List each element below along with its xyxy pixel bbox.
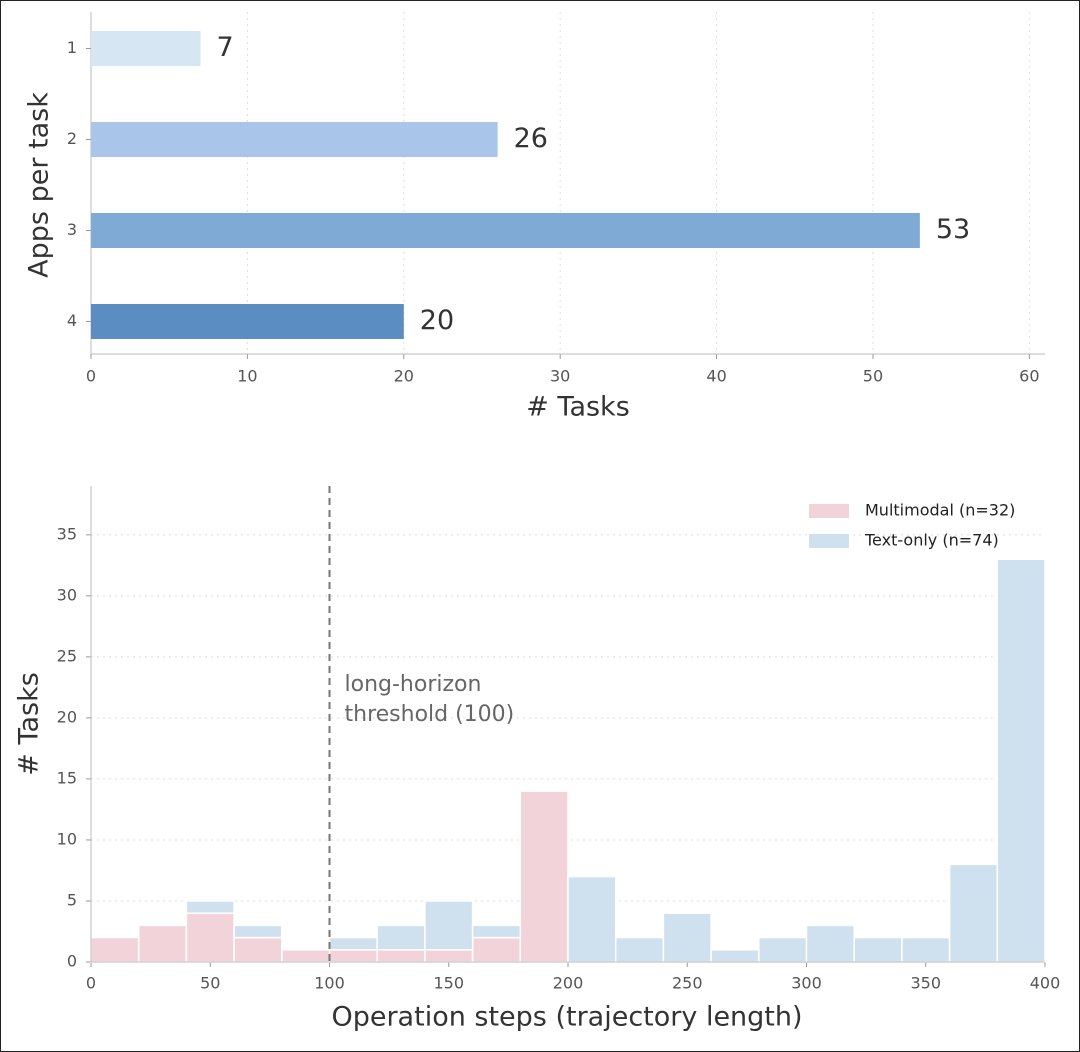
- y-tick-label: 0: [67, 952, 77, 971]
- hist-bar: [614, 936, 665, 963]
- x-tick-label: 300: [791, 974, 822, 993]
- y-tick-label: 2: [67, 129, 77, 148]
- x-tick-label: 100: [314, 974, 345, 993]
- value-label: 26: [514, 123, 548, 154]
- y-tick-label: 30: [57, 585, 77, 604]
- x-axis-label: Operation steps (trajectory length): [331, 1002, 802, 1033]
- x-tick-label: 0: [86, 367, 96, 386]
- hist-bar: [376, 924, 426, 951]
- y-axis-label: Apps per task: [24, 92, 55, 278]
- y-axis-label: # Tasks: [14, 672, 45, 776]
- hist-bar: [281, 949, 331, 963]
- x-tick-label: 30: [550, 367, 570, 386]
- hist-bar: [948, 863, 999, 963]
- hist-bar: [805, 924, 855, 963]
- legend-swatch: [809, 504, 849, 518]
- legend-label: Multimodal (n=32): [865, 501, 1015, 520]
- hist-bar: [376, 949, 426, 963]
- hist-bar: [233, 924, 283, 939]
- x-tick-label: 150: [433, 974, 464, 993]
- x-tick-label: 10: [237, 367, 257, 386]
- x-tick-label: 350: [910, 974, 941, 993]
- hist-bar: [662, 912, 712, 963]
- y-tick-label: 3: [67, 220, 77, 239]
- hist-bar: [471, 936, 522, 963]
- y-tick-label: 15: [57, 768, 77, 787]
- hist-bar: [567, 875, 617, 963]
- bar: [91, 213, 920, 248]
- x-tick-label: 60: [1019, 367, 1039, 386]
- x-axis-label: # Tasks: [526, 392, 630, 423]
- value-label: 20: [420, 305, 454, 336]
- y-tick-label: 25: [57, 646, 77, 665]
- hist-bar: [90, 936, 140, 963]
- y-tick-label: 5: [67, 890, 77, 909]
- x-tick-label: 0: [86, 974, 96, 993]
- hist-bar: [185, 912, 235, 963]
- hist-bar: [137, 924, 188, 963]
- x-tick-label: 20: [394, 367, 414, 386]
- y-tick-label: 35: [57, 524, 77, 543]
- x-tick-label: 50: [200, 974, 220, 993]
- value-label: 7: [216, 32, 233, 63]
- hist-bar: [901, 936, 951, 963]
- hist-bar: [424, 949, 474, 963]
- annotation: threshold (100): [345, 702, 515, 727]
- hist-bar: [853, 936, 903, 963]
- hist-bar: [328, 949, 378, 963]
- y-tick-label: 4: [67, 311, 77, 330]
- value-label: 53: [936, 214, 970, 245]
- x-tick-label: 250: [672, 974, 703, 993]
- hist-bar: [424, 900, 474, 951]
- bar: [91, 122, 498, 157]
- hist-bar: [471, 924, 522, 939]
- y-tick-label: 1: [67, 38, 77, 57]
- legend-label: Text-only (n=74): [864, 531, 999, 550]
- hist-bar: [233, 936, 283, 963]
- hist-bar: [185, 900, 235, 914]
- y-tick-label: 20: [57, 707, 77, 726]
- y-tick-label: 10: [57, 829, 77, 848]
- x-tick-label: 200: [553, 974, 584, 993]
- bar: [91, 304, 404, 339]
- x-tick-label: 40: [706, 367, 726, 386]
- annotation: long-horizon: [345, 672, 482, 697]
- bar: [91, 31, 201, 66]
- x-tick-label: 50: [863, 367, 883, 386]
- hist-bar: [996, 558, 1046, 963]
- x-tick-label: 400: [1030, 974, 1061, 993]
- legend-swatch: [809, 534, 849, 548]
- hist-bar: [519, 790, 569, 963]
- hist-bar: [758, 936, 808, 963]
- hist-bar: [328, 936, 378, 951]
- hist-bar: [710, 949, 760, 963]
